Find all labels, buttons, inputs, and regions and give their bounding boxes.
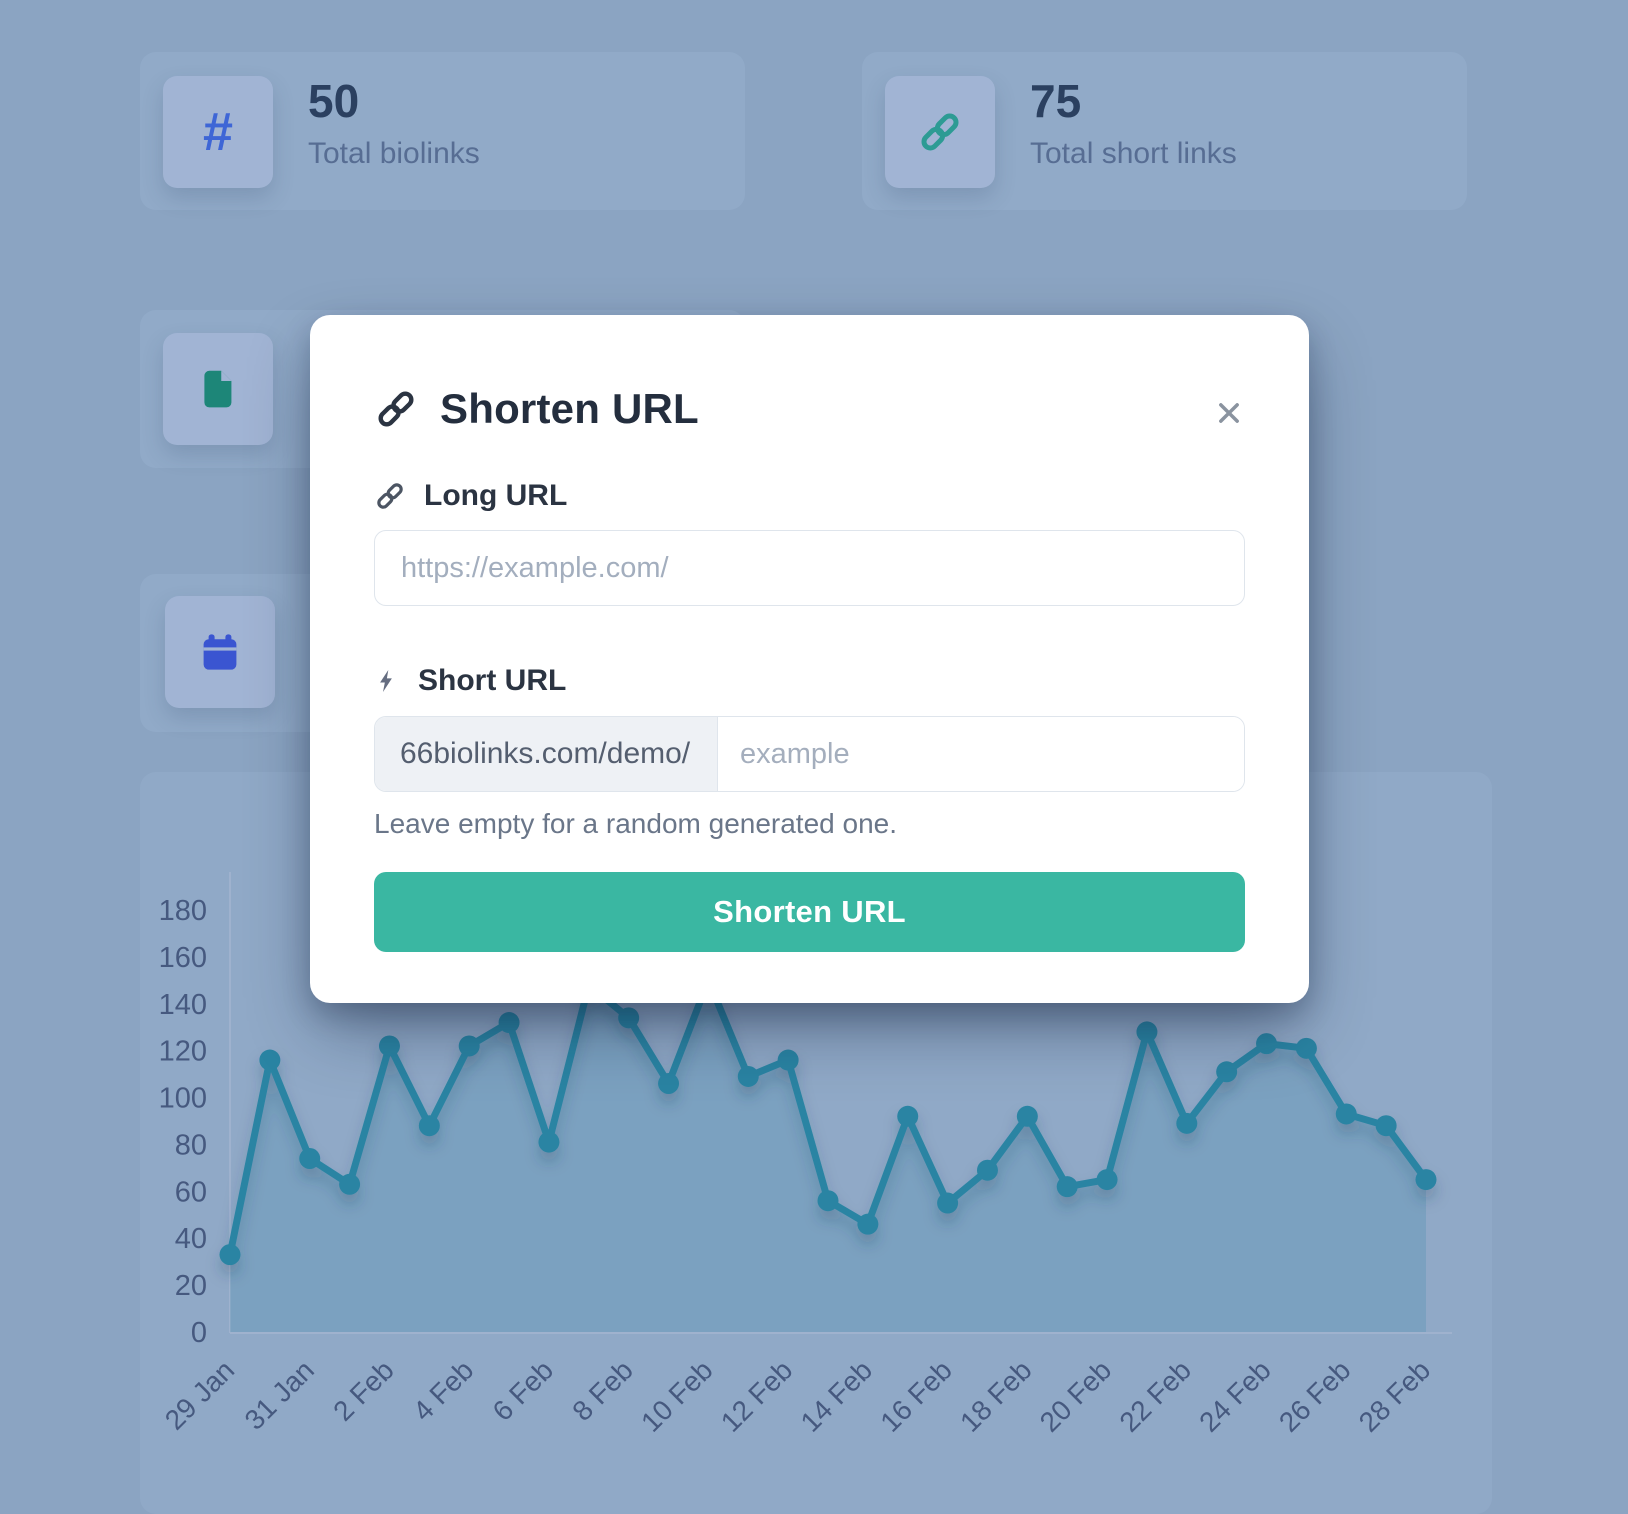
- link-icon: [378, 391, 414, 427]
- chart-point[interactable]: [777, 1049, 799, 1071]
- chart-point[interactable]: [976, 1159, 998, 1181]
- chart-point[interactable]: [1415, 1169, 1437, 1191]
- stat-value-short-links: 75: [1030, 75, 1082, 127]
- long-url-input[interactable]: [374, 530, 1245, 606]
- stat-text: 75 Total short links: [1030, 74, 1237, 171]
- chart-point[interactable]: [857, 1213, 879, 1235]
- stat-text: 50 Total biolinks: [308, 74, 480, 171]
- y-axis-tick-label: 120: [159, 1036, 207, 1068]
- chart-point[interactable]: [339, 1173, 361, 1195]
- chart-point[interactable]: [458, 1035, 480, 1057]
- chart-point[interactable]: [1335, 1103, 1357, 1125]
- y-axis-tick-label: 80: [175, 1129, 207, 1161]
- chart-point[interactable]: [538, 1131, 560, 1153]
- calendar-icon: [203, 634, 237, 670]
- chart-point[interactable]: [219, 1244, 241, 1266]
- chart-point[interactable]: [937, 1192, 959, 1214]
- short-url-label: Short URL: [418, 664, 567, 697]
- chart-point[interactable]: [1375, 1115, 1397, 1137]
- chart-point[interactable]: [1096, 1169, 1118, 1191]
- hash-icon: #: [202, 102, 234, 162]
- stat-label-biolinks: Total biolinks: [308, 137, 480, 171]
- stat-label-short-links: Total short links: [1030, 137, 1237, 171]
- short-url-input-group: 66biolinks.com/demo/: [374, 716, 1245, 792]
- y-axis-tick-label: 40: [175, 1223, 207, 1255]
- modal-header: Shorten URL: [374, 385, 699, 433]
- chart-point[interactable]: [1256, 1033, 1278, 1055]
- chart-point[interactable]: [737, 1065, 759, 1087]
- chart-point[interactable]: [817, 1190, 839, 1212]
- y-axis-tick-label: 180: [159, 895, 207, 927]
- long-url-label-row: Long URL: [374, 479, 567, 513]
- chart-point[interactable]: [1216, 1061, 1238, 1083]
- stat-card-total-short-links: 75 Total short links: [862, 52, 1467, 210]
- close-button[interactable]: [1205, 389, 1253, 437]
- y-axis-tick-label: 60: [175, 1176, 207, 1208]
- shorten-url-submit-button[interactable]: Shorten URL: [374, 872, 1245, 952]
- chart-point[interactable]: [1056, 1176, 1078, 1198]
- chart-point[interactable]: [1295, 1037, 1317, 1059]
- y-axis-tick-label: 140: [159, 989, 207, 1021]
- short-url-helper-text: Leave empty for a random generated one.: [374, 808, 898, 839]
- chart-point[interactable]: [378, 1035, 400, 1057]
- calendar-icon-tile: [165, 596, 275, 708]
- link-icon: [921, 113, 959, 151]
- chart-point[interactable]: [1016, 1105, 1038, 1127]
- chart-point[interactable]: [1176, 1112, 1198, 1134]
- short-url-prefix: 66biolinks.com/demo/: [375, 717, 718, 791]
- stat-value-biolinks: 50: [308, 75, 360, 127]
- short-url-label-row: Short URL: [374, 664, 566, 698]
- chart-point[interactable]: [618, 1007, 640, 1029]
- long-url-label: Long URL: [424, 479, 568, 512]
- document-icon-tile: [163, 333, 273, 445]
- chart-point[interactable]: [498, 1012, 520, 1034]
- chart-area-fill: [230, 980, 1426, 1332]
- y-axis-tick-label: 20: [175, 1270, 207, 1302]
- link-icon-tile: [885, 76, 995, 188]
- document-icon: [204, 370, 232, 408]
- link-icon: [377, 483, 403, 509]
- chart-point[interactable]: [897, 1105, 919, 1127]
- chart-point[interactable]: [658, 1072, 680, 1094]
- y-axis-tick-label: 0: [191, 1317, 207, 1349]
- shorten-url-modal: Shorten URL Long URL Short URL 66biolink…: [310, 315, 1309, 1003]
- short-url-input[interactable]: [718, 717, 1244, 791]
- y-axis-tick-label: 100: [159, 1083, 207, 1115]
- x-icon: [1219, 403, 1239, 423]
- modal-title: Shorten URL: [440, 385, 699, 432]
- y-axis-tick-label: 160: [159, 942, 207, 974]
- hash-icon-tile: #: [163, 76, 273, 188]
- stat-card-total-biolinks: # 50 Total biolinks: [140, 52, 745, 210]
- chart-point[interactable]: [1136, 1021, 1158, 1043]
- chart-point[interactable]: [299, 1148, 321, 1170]
- chart-point[interactable]: [259, 1049, 281, 1071]
- lightning-icon: [380, 669, 392, 693]
- chart-point[interactable]: [418, 1115, 440, 1137]
